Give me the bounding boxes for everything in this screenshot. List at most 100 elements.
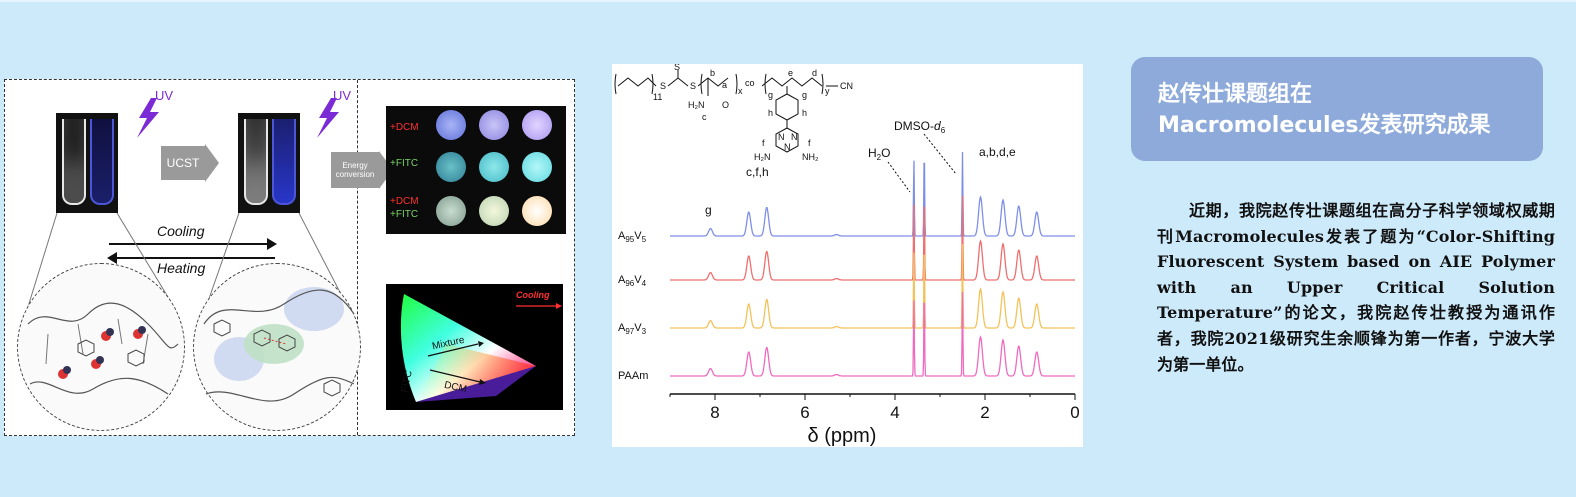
struct-d: d bbox=[812, 68, 817, 78]
vial-photo-before bbox=[56, 113, 118, 213]
title-line-1: 赵传壮课题组在 bbox=[1158, 82, 1313, 107]
news-title-box: 赵传壮课题组在 Macromolecules发表研究成果 bbox=[1131, 57, 1543, 161]
dmso-pointer bbox=[923, 133, 957, 175]
series-label-A95V5: A95V5 bbox=[618, 230, 647, 244]
vial-white-2 bbox=[244, 119, 268, 205]
x-tick-label: 0 bbox=[1070, 403, 1079, 422]
vial-blue-2 bbox=[272, 119, 296, 205]
dot-r1c2 bbox=[479, 110, 509, 140]
struct-o: O bbox=[722, 100, 729, 110]
struct-cn: CN bbox=[840, 81, 853, 91]
struct-n2: N bbox=[791, 132, 798, 142]
dot-r2c2 bbox=[479, 152, 509, 182]
spectra-group: A95V5 A96V4 A97V3 PAAm bbox=[618, 151, 1075, 382]
lightning-icon-2 bbox=[317, 98, 339, 138]
struct-n11: 11 bbox=[653, 92, 662, 102]
cooling-arrow bbox=[109, 243, 269, 245]
struct-nh2r: NH₂ bbox=[802, 152, 819, 162]
heating-arrowhead bbox=[107, 252, 117, 264]
lightning-icon-1 bbox=[137, 98, 159, 138]
dot-r3c1 bbox=[436, 196, 466, 226]
fluorescence-dots-photo: +DCM +FITC +DCM +FITC bbox=[386, 106, 566, 234]
struct-h2n: H₂N bbox=[688, 100, 705, 110]
series-label-A96V4: A96V4 bbox=[618, 274, 647, 288]
dot-r2c1 bbox=[436, 152, 466, 182]
polymer-circle-dissolved bbox=[17, 263, 185, 431]
polymer-chain-drawing-1 bbox=[27, 302, 179, 395]
struct-e: e bbox=[788, 68, 793, 78]
row-label-fitc-2: +FITC bbox=[390, 209, 419, 220]
uv-label-2: UV bbox=[333, 88, 352, 103]
cie-chromaticity-plot bbox=[400, 294, 562, 402]
scheme-divider bbox=[357, 80, 358, 435]
annotation-dmso: DMSO-d6 bbox=[894, 119, 946, 135]
struct-a: a bbox=[722, 80, 727, 90]
cie-cooling-label: Cooling bbox=[516, 290, 550, 300]
ucst-arrow: UCST bbox=[161, 146, 205, 180]
heating-label: Heating bbox=[157, 260, 206, 276]
struct-n3: N bbox=[784, 142, 791, 152]
dot-r1c1 bbox=[436, 110, 466, 140]
cooling-arrowhead bbox=[267, 238, 277, 250]
struct-co: co bbox=[745, 78, 755, 88]
struct-s2: S bbox=[674, 64, 680, 72]
dot-r3c2 bbox=[479, 196, 509, 226]
struct-g1: g bbox=[768, 90, 773, 100]
annotation-g: g bbox=[705, 203, 712, 217]
series-label-PAAm: PAAm bbox=[618, 370, 648, 382]
struct-nh2l: H₂N bbox=[754, 152, 771, 162]
struct-f2: f bbox=[808, 138, 811, 148]
x-tick-label: 4 bbox=[890, 403, 899, 422]
row-label-dcm: +DCM bbox=[390, 122, 419, 133]
struct-y: y bbox=[825, 86, 830, 96]
news-body-text: 近期，我院赵传壮课题组在高分子科学领域权威期刊Macromolecules发表了… bbox=[1157, 201, 1555, 374]
vial-white bbox=[62, 119, 86, 205]
annotation-cfh: c,f,h bbox=[746, 165, 769, 179]
top-line bbox=[0, 0, 1576, 2]
title-line-2: Macromolecules发表研究成果 bbox=[1158, 113, 1491, 138]
spectrum-line-A95V5 bbox=[670, 151, 1075, 237]
struct-s3: S bbox=[690, 81, 696, 91]
struct-c: c bbox=[702, 112, 707, 122]
dot-r3c3 bbox=[522, 196, 552, 226]
dot-r2c3 bbox=[522, 152, 552, 182]
spectrum-line-PAAm bbox=[670, 291, 1075, 377]
polymer-circle-aggregated bbox=[193, 263, 361, 431]
vial-blue bbox=[90, 119, 114, 205]
dot-r1c3 bbox=[522, 110, 552, 140]
struct-g2: g bbox=[802, 90, 807, 100]
spectrum-line-A97V3 bbox=[670, 243, 1075, 329]
h2o-pointer bbox=[887, 161, 911, 193]
nmr-spectrum-figure: 11 S S S b a x co H₂N O c e d y bbox=[612, 62, 1083, 447]
vial-photo-after bbox=[238, 113, 300, 213]
x-axis: 8 6 4 2 0 bbox=[669, 393, 1080, 422]
cooling-label: Cooling bbox=[157, 223, 205, 239]
x-tick-label: 8 bbox=[710, 403, 719, 422]
struct-n1: N bbox=[778, 132, 785, 142]
chemical-structure: 11 S S S b a x co H₂N O c e d y bbox=[614, 62, 853, 162]
ucst-scheme-figure: UV UCST UV Cooling Heating bbox=[4, 79, 575, 436]
row-label-fitc: +FITC bbox=[390, 158, 419, 169]
x-tick-label: 6 bbox=[800, 403, 809, 422]
annotation-abde: a,b,d,e bbox=[979, 145, 1016, 159]
energy-conversion-arrow: Energy conversion bbox=[331, 152, 379, 188]
series-label-A97V3: A97V3 bbox=[618, 322, 647, 336]
struct-h2: h bbox=[802, 108, 807, 118]
struct-b: b bbox=[710, 68, 715, 78]
ucst-label: UCST bbox=[166, 156, 200, 170]
uv-label-1: UV bbox=[155, 88, 174, 103]
spectrum-line-A96V4 bbox=[670, 195, 1075, 281]
row-label-dcm-2: +DCM bbox=[390, 196, 419, 207]
polymer-chain-drawing-2 bbox=[203, 287, 355, 402]
struct-f1: f bbox=[762, 138, 765, 148]
energy-conversion-label: Energy conversion bbox=[335, 161, 375, 179]
struct-x: x bbox=[738, 86, 743, 96]
nmr-spectrum-chart: 11 S S S b a x co H₂N O c e d y bbox=[614, 62, 1080, 447]
annotation-h2o: H2O bbox=[868, 146, 890, 162]
x-axis-label: δ (ppm) bbox=[808, 425, 877, 447]
struct-s1: S bbox=[660, 81, 666, 91]
cie-diagram: Cooling Mixture FITC DCM bbox=[386, 284, 563, 410]
struct-h1: h bbox=[768, 108, 773, 118]
heating-arrow bbox=[117, 257, 275, 259]
